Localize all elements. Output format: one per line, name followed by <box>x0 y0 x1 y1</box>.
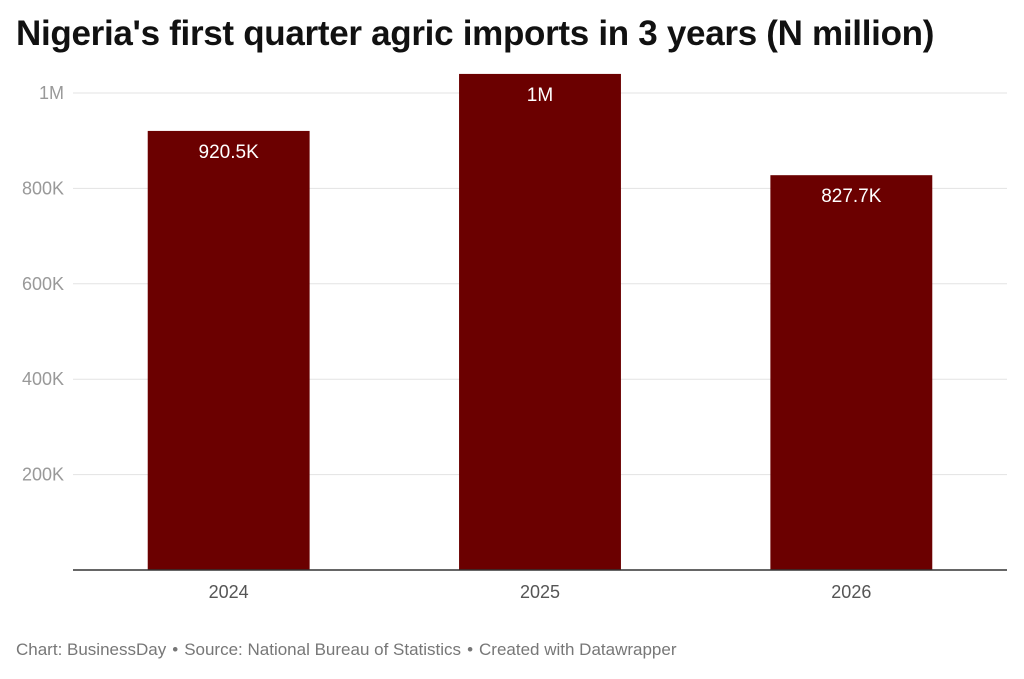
y-tick-label: 600K <box>22 274 64 294</box>
footer-separator: • <box>172 640 179 659</box>
x-axis-tick-labels: 2024 2025 2026 <box>209 582 872 602</box>
data-label-2024: 920.5K <box>199 142 260 163</box>
chart-footer: Chart: BusinessDay • Source: National Bure… <box>16 640 677 660</box>
y-tick-label: 800K <box>22 178 64 198</box>
bar-2025 <box>459 73 621 571</box>
data-labels: 920.5K 1M 827.7K <box>199 85 882 207</box>
chart-credit: Chart: BusinessDay <box>16 640 167 659</box>
data-label-2026: 827.7K <box>821 186 882 207</box>
created-with-credit: Created with Datawrapper <box>479 640 677 659</box>
bar-2024 <box>147 130 310 570</box>
y-tick-label: 1M <box>39 83 64 103</box>
bars <box>147 73 933 571</box>
bar-chart: 200K 400K 600K 800K 1M 2024 2025 2026 920.5K 1M… <box>22 73 1007 602</box>
bar-2026 <box>770 175 933 570</box>
y-tick-label: 400K <box>22 369 64 389</box>
x-tick-label: 2024 <box>209 582 249 602</box>
data-label-2025: 1M <box>527 85 553 106</box>
y-axis-tick-labels: 200K 400K 600K 800K 1M <box>22 83 64 485</box>
source-credit: Source: National Bureau of Statistics <box>184 640 462 659</box>
chart-title: Nigeria's first quarter agric imports in… <box>16 14 935 53</box>
footer-separator: • <box>467 640 474 659</box>
x-tick-label: 2026 <box>831 582 871 602</box>
x-tick-label: 2025 <box>520 582 560 602</box>
y-tick-label: 200K <box>22 465 64 485</box>
